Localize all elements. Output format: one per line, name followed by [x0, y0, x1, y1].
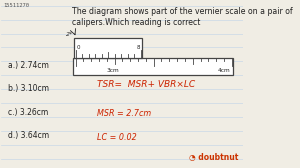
Bar	[73, 58, 233, 75]
Text: MSR = 2.7cm: MSR = 2.7cm	[98, 110, 152, 118]
Text: 8: 8	[137, 45, 140, 50]
Text: TSR=  MSR+ VBR×LC: TSR= MSR+ VBR×LC	[98, 79, 196, 89]
Text: ◔ doubtnut: ◔ doubtnut	[189, 153, 239, 162]
Text: LC = 0.02: LC = 0.02	[98, 133, 137, 142]
Text: 15511270: 15511270	[3, 3, 29, 8]
Text: The diagram shows part of the vernier scale on a pair of
calipers.Which reading : The diagram shows part of the vernier sc…	[72, 7, 293, 27]
Text: 4cm: 4cm	[218, 68, 230, 73]
Text: b.) 3.10cm: b.) 3.10cm	[8, 85, 49, 94]
Text: 2*: 2*	[66, 32, 73, 37]
Text: c.) 3.26cm: c.) 3.26cm	[8, 108, 48, 117]
Bar	[74, 38, 142, 58]
Text: a.) 2.74cm: a.) 2.74cm	[8, 61, 49, 70]
Text: 0: 0	[76, 45, 80, 50]
Text: 3cm: 3cm	[107, 68, 120, 73]
Text: d.) 3.64cm: d.) 3.64cm	[8, 131, 49, 140]
